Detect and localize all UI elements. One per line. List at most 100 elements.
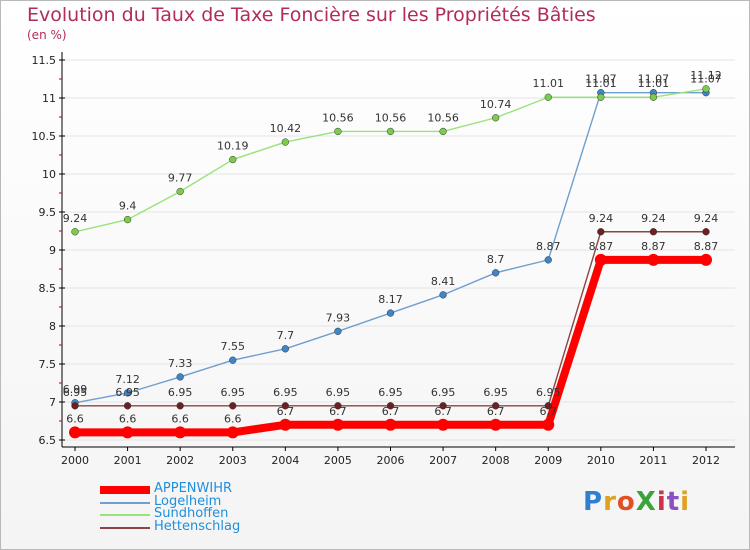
data-label-sundhoffen: 10.19	[217, 140, 249, 153]
data-label-appenwihr: 6.7	[382, 405, 400, 418]
data-point-appenwihr	[437, 418, 450, 431]
data-point-sundhoffen	[123, 215, 132, 224]
data-point-appenwihr	[279, 418, 292, 431]
legend-label-appenwihr: APPENWIHR	[154, 481, 233, 496]
logo-letter: t	[666, 487, 681, 517]
data-label-hettenschlag: 6.95	[326, 386, 351, 399]
data-point-logelheim	[492, 269, 500, 277]
data-point-sundhoffen	[439, 127, 447, 136]
data-point-sundhoffen	[597, 93, 605, 101]
legend-label-sundhoffen: Sundhoffen	[154, 506, 229, 521]
logo-letter: i	[656, 487, 667, 517]
data-label-hettenschlag: 6.95	[483, 386, 508, 399]
data-label-appenwihr: 6.7	[277, 405, 295, 418]
legend-swatch-logelheim	[100, 501, 150, 504]
data-label-hettenschlag: 6.95	[63, 386, 88, 399]
data-label-hettenschlag: 9.24	[641, 212, 666, 225]
data-label-sundhoffen: 10.56	[375, 111, 407, 124]
data-point-hettenschlag	[123, 402, 132, 410]
data-point-hettenschlag	[229, 402, 237, 410]
data-label-sundhoffen: 10.56	[322, 111, 354, 124]
legend-swatch-appenwihr	[100, 486, 150, 494]
data-label-sundhoffen: 9.77	[168, 171, 193, 184]
data-label-logelheim: 7.12	[115, 373, 140, 386]
data-point-logelheim	[176, 373, 184, 381]
x-tick-label: 2008	[482, 454, 510, 467]
x-tick-label: 2003	[219, 454, 247, 467]
data-label-hettenschlag: 6.95	[536, 386, 561, 399]
data-label-logelheim: 11.07	[690, 73, 722, 86]
x-tick-label: 2006	[377, 454, 405, 467]
data-point-appenwihr	[489, 418, 502, 431]
data-point-sundhoffen	[386, 127, 395, 136]
data-point-sundhoffen	[702, 85, 710, 93]
data-point-hettenschlag	[492, 402, 500, 410]
data-label-logelheim: 11.07	[585, 73, 617, 86]
data-label-sundhoffen: 9.24	[63, 212, 88, 225]
x-tick-label: 2005	[324, 454, 352, 467]
data-point-sundhoffen	[71, 228, 79, 236]
data-label-sundhoffen: 10.74	[480, 98, 512, 111]
data-label-sundhoffen: 11.01	[638, 77, 670, 90]
y-tick-label: 6.5	[39, 434, 57, 447]
data-point-sundhoffen	[649, 93, 658, 101]
data-point-hettenschlag	[597, 228, 605, 236]
data-label-sundhoffen: 11.12	[690, 69, 722, 82]
data-label-appenwihr: 6.6	[224, 412, 242, 425]
legend-label-hettenschlag: Hettenschlag	[154, 518, 241, 534]
x-tick-label: 2010	[587, 454, 615, 467]
data-label-appenwihr: 8.87	[694, 240, 719, 253]
data-label-sundhoffen: 10.42	[270, 122, 302, 135]
data-point-hettenschlag	[649, 228, 658, 236]
data-label-logelheim: 8.41	[431, 275, 456, 288]
data-label-appenwihr: 6.7	[329, 405, 347, 418]
y-tick-label: 10	[42, 168, 56, 181]
legend-swatch-sundhoffen	[100, 514, 150, 516]
data-label-logelheim: 6.99	[63, 383, 88, 396]
data-label-hettenschlag: 6.95	[273, 386, 298, 399]
logo-letter: o	[616, 487, 636, 517]
data-label-appenwihr: 6.7	[434, 405, 452, 418]
data-label-sundhoffen: 11.01	[533, 77, 565, 90]
data-label-hettenschlag: 9.24	[694, 212, 719, 225]
data-label-logelheim: 7.93	[326, 311, 351, 324]
data-label-logelheim: 8.17	[378, 293, 403, 306]
y-tick-label: 10.5	[32, 130, 57, 143]
data-point-sundhoffen	[281, 138, 289, 146]
data-point-hettenschlag	[544, 402, 552, 410]
y-tick-label: 11.5	[32, 54, 57, 67]
y-tick-label: 9	[49, 244, 56, 257]
x-tick-label: 2002	[166, 454, 194, 467]
data-point-logelheim	[386, 309, 395, 317]
data-point-hettenschlag	[386, 402, 395, 410]
data-point-appenwihr	[594, 253, 607, 266]
data-point-hettenschlag	[281, 402, 289, 410]
y-tick-label: 7	[49, 396, 56, 409]
x-tick-label: 2009	[534, 454, 562, 467]
data-label-appenwihr: 6.7	[540, 405, 558, 418]
data-point-appenwihr	[174, 426, 187, 439]
logo-letter: P	[583, 487, 604, 517]
y-tick-label: 11	[42, 92, 56, 105]
logo-letter: i	[680, 487, 691, 517]
data-label-appenwihr: 6.6	[171, 412, 189, 425]
data-point-hettenschlag	[71, 402, 79, 410]
series-line-sundhoffen	[74, 88, 707, 233]
data-point-sundhoffen	[176, 187, 184, 196]
x-tick-label: 2007	[429, 454, 457, 467]
y-tick-label: 8	[49, 320, 56, 333]
data-point-logelheim	[544, 256, 552, 264]
data-label-logelheim: 7.55	[221, 340, 246, 353]
data-label-logelheim: 7.33	[168, 357, 193, 370]
data-label-logelheim: 8.87	[536, 240, 561, 253]
data-point-appenwihr	[542, 418, 555, 431]
data-label-logelheim: 8.7	[487, 253, 505, 266]
data-point-appenwihr	[647, 253, 660, 266]
chart-subtitle: (en %)	[27, 28, 67, 42]
y-tick-label: 7.5	[39, 358, 57, 371]
x-tick-label: 2004	[271, 454, 299, 467]
legend-swatch-hettenschlag	[100, 526, 150, 529]
y-tick-label: 8.5	[39, 282, 57, 295]
data-label-hettenschlag: 6.95	[378, 386, 403, 399]
data-point-sundhoffen	[229, 155, 237, 164]
